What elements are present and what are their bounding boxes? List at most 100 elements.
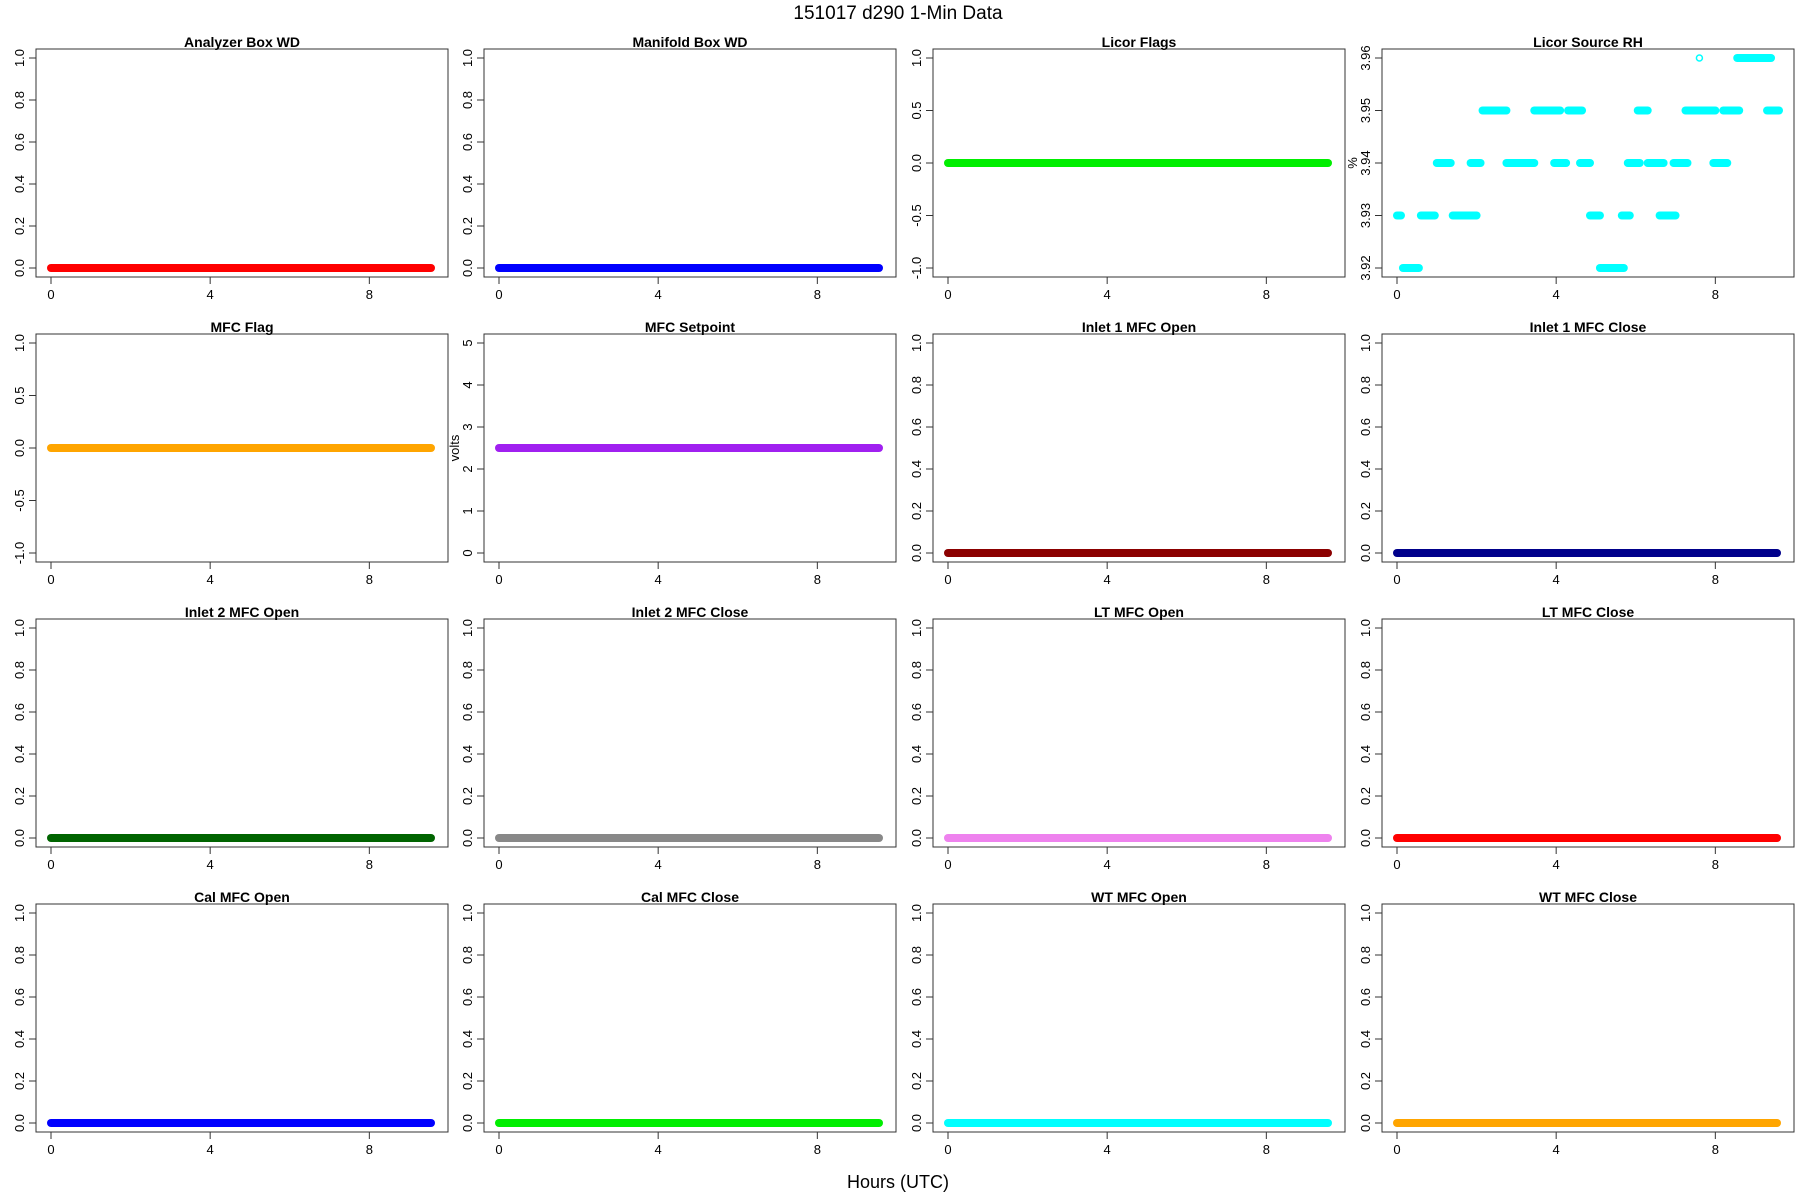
x-axis-label: Hours (UTC) bbox=[847, 1172, 949, 1192]
x-tick-label: 8 bbox=[814, 287, 821, 302]
panel-title: WT MFC Open bbox=[1091, 889, 1187, 905]
x-tick-label: 4 bbox=[207, 1142, 214, 1157]
y-tick-label: 0.2 bbox=[909, 787, 924, 805]
data-point bbox=[1695, 54, 1704, 62]
y-tick-label: -1.0 bbox=[12, 542, 27, 564]
x-tick-label: 8 bbox=[1712, 572, 1719, 587]
y-tick-label: 0.0 bbox=[1358, 1114, 1373, 1132]
y-tick-label: 0.8 bbox=[460, 91, 475, 109]
x-tick-label: 8 bbox=[814, 572, 821, 587]
x-tick-label: 0 bbox=[495, 857, 502, 872]
plot-frame bbox=[1381, 618, 1795, 848]
panel-title: Manifold Box WD bbox=[632, 34, 747, 50]
y-tick-label: 0.6 bbox=[909, 418, 924, 436]
y-tick-label: 0.0 bbox=[909, 1114, 924, 1132]
panel-title: Inlet 1 MFC Open bbox=[1082, 319, 1196, 335]
panel-title: Cal MFC Open bbox=[194, 889, 290, 905]
y-tick-label: 0.8 bbox=[909, 661, 924, 679]
y-tick-label: 3.92 bbox=[1358, 255, 1373, 280]
plot-frame bbox=[483, 903, 897, 1133]
y-tick-label: 0.0 bbox=[460, 1114, 475, 1132]
y-tick-label: 0.6 bbox=[460, 988, 475, 1006]
y-tick-label: 1.0 bbox=[1358, 904, 1373, 922]
y-tick-label: 0.2 bbox=[12, 217, 27, 235]
y-tick-label: 0.2 bbox=[460, 217, 475, 235]
y-tick-label: 0.4 bbox=[460, 1030, 475, 1048]
chart-panel: Cal MFC Open 0 4 8 0.0 0.2 0.4 0.6 0.8 1.0 bbox=[12, 889, 449, 1157]
panel-title: Licor Source RH bbox=[1533, 34, 1643, 50]
y-tick-label: 2 bbox=[460, 465, 475, 472]
chart-panel: Inlet 1 MFC Close 0 4 8 0.0 0.2 0.4 0.6 0.8 1.0 bbox=[1358, 319, 1795, 587]
y-tick-label: 1.0 bbox=[909, 334, 924, 352]
y-tick-label: 0.2 bbox=[909, 502, 924, 520]
y-tick-label: 1.0 bbox=[909, 619, 924, 637]
y-tick-label: 0.4 bbox=[1358, 460, 1373, 478]
x-tick-label: 0 bbox=[944, 287, 951, 302]
y-tick-label: 0.0 bbox=[12, 259, 27, 277]
y-tick-label: 0.8 bbox=[909, 376, 924, 394]
y-tick-label: 0.8 bbox=[460, 661, 475, 679]
chart-panel: LT MFC Close 0 4 8 0.0 0.2 0.4 0.6 0.8 1.0 bbox=[1358, 604, 1795, 872]
y-axis-label: % bbox=[1345, 157, 1360, 169]
chart-panel: LT MFC Open 0 4 8 0.0 0.2 0.4 0.6 0.8 1.0 bbox=[909, 604, 1346, 872]
chart-panel: Inlet 1 MFC Open 0 4 8 0.0 0.2 0.4 0.6 0.8 1.0 bbox=[909, 319, 1346, 587]
y-tick-label: 0.4 bbox=[12, 745, 27, 763]
x-tick-label: 0 bbox=[1393, 572, 1400, 587]
y-tick-label: 0.0 bbox=[12, 1114, 27, 1132]
y-tick-label: 0.2 bbox=[12, 1072, 27, 1090]
plot-frame bbox=[35, 618, 449, 848]
x-tick-label: 4 bbox=[207, 287, 214, 302]
x-tick-label: 4 bbox=[1104, 1142, 1111, 1157]
y-tick-label: 0.8 bbox=[12, 91, 27, 109]
y-tick-label: 0.8 bbox=[909, 946, 924, 964]
x-tick-label: 4 bbox=[1104, 287, 1111, 302]
panel-title: Cal MFC Close bbox=[641, 889, 739, 905]
x-tick-label: 0 bbox=[495, 572, 502, 587]
y-tick-label: 1 bbox=[460, 507, 475, 514]
plot-frame bbox=[483, 48, 897, 278]
x-tick-label: 4 bbox=[1104, 857, 1111, 872]
panel-title: MFC Setpoint bbox=[645, 319, 736, 335]
x-tick-label: 8 bbox=[1263, 287, 1270, 302]
y-tick-label: 0.6 bbox=[1358, 703, 1373, 721]
y-tick-label: 0.2 bbox=[909, 1072, 924, 1090]
x-tick-label: 0 bbox=[944, 572, 951, 587]
x-tick-label: 0 bbox=[495, 287, 502, 302]
y-tick-label: 1.0 bbox=[909, 49, 924, 67]
y-tick-label: 0.0 bbox=[909, 829, 924, 847]
chart-panel: Analyzer Box WD 0 4 8 0.0 0.2 0.4 0.6 0.8 1.0 bbox=[12, 34, 449, 302]
chart-panel: Licor Source RH 0 4 8 3.92 3.93 3.94 3.95 3.96% bbox=[1345, 34, 1795, 302]
y-tick-label: 4 bbox=[460, 381, 475, 388]
x-tick-label: 4 bbox=[1553, 857, 1560, 872]
y-tick-label: 0.6 bbox=[12, 988, 27, 1006]
x-tick-label: 0 bbox=[944, 857, 951, 872]
x-tick-label: 8 bbox=[814, 857, 821, 872]
y-tick-label: 0.4 bbox=[460, 745, 475, 763]
x-tick-label: 4 bbox=[655, 287, 662, 302]
y-tick-label: 3.94 bbox=[1358, 150, 1373, 175]
x-tick-label: 0 bbox=[495, 1142, 502, 1157]
panel-title: LT MFC Close bbox=[1542, 604, 1635, 620]
x-tick-label: 8 bbox=[366, 287, 373, 302]
y-tick-label: 0.6 bbox=[909, 988, 924, 1006]
x-tick-label: 8 bbox=[1263, 572, 1270, 587]
y-tick-label: 1.0 bbox=[1358, 619, 1373, 637]
chart-panel: Cal MFC Close 0 4 8 0.0 0.2 0.4 0.6 0.8 1.0 bbox=[460, 889, 897, 1157]
y-tick-label: 0.0 bbox=[460, 829, 475, 847]
y-tick-label: 0.6 bbox=[909, 703, 924, 721]
panel-title: WT MFC Close bbox=[1539, 889, 1637, 905]
y-tick-label: 0.8 bbox=[1358, 376, 1373, 394]
y-tick-label: 1.0 bbox=[12, 619, 27, 637]
x-tick-label: 0 bbox=[47, 572, 54, 587]
x-tick-label: 4 bbox=[207, 572, 214, 587]
y-tick-label: 3 bbox=[460, 423, 475, 430]
chart-panel: WT MFC Open 0 4 8 0.0 0.2 0.4 0.6 0.8 1.0 bbox=[909, 889, 1346, 1157]
plot-frame bbox=[35, 48, 449, 278]
y-tick-label: 0.0 bbox=[12, 829, 27, 847]
y-tick-label: 0.4 bbox=[909, 1030, 924, 1048]
y-tick-label: 0.6 bbox=[12, 133, 27, 151]
y-tick-label: 0.2 bbox=[1358, 502, 1373, 520]
x-tick-label: 4 bbox=[1553, 287, 1560, 302]
y-tick-label: 0.6 bbox=[1358, 418, 1373, 436]
